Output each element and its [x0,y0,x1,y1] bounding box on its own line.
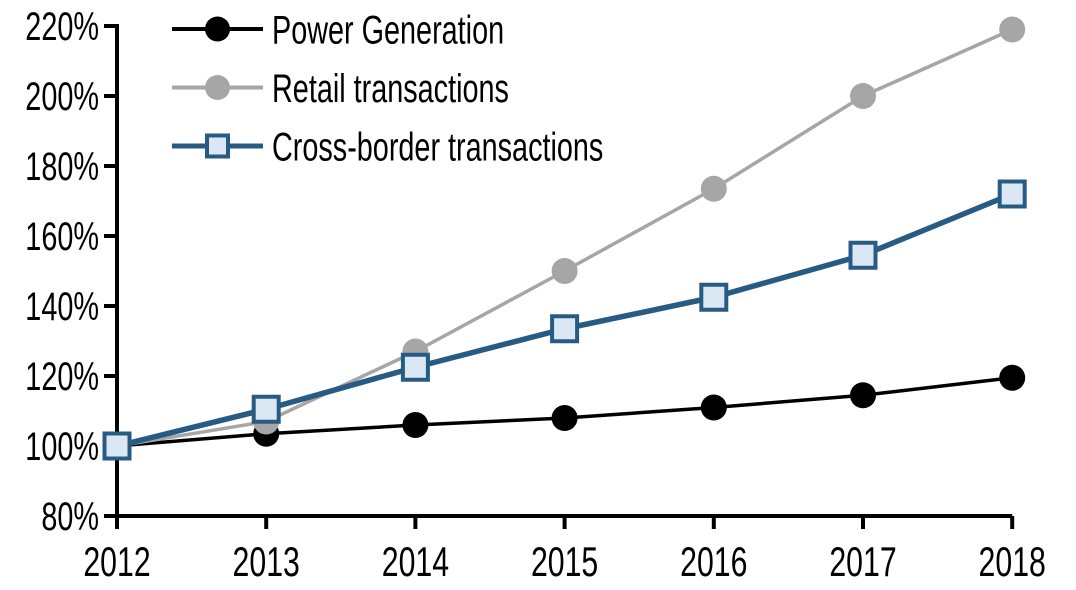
x-tick-label: 2016 [680,538,747,585]
data-point-power-generation [551,405,578,431]
data-point-cross-border-transactions [102,431,132,461]
data-point-cross-border-transactions [997,179,1027,209]
y-tick-label: 220% [25,5,99,49]
data-point-retail-transactions [551,258,578,284]
data-point-cross-border-transactions [251,394,281,424]
y-tick-label: 100% [25,425,99,469]
data-point-retail-transactions [700,175,727,202]
x-tick-label: 2015 [531,538,598,585]
y-tick-label: 180% [25,145,99,189]
data-point-power-generation [999,364,1026,391]
data-point-power-generation [700,394,727,421]
y-tick-label: 80% [41,495,99,539]
data-point-power-generation [850,382,876,409]
x-tick-label: 2017 [829,538,896,585]
data-point-cross-border-transactions [400,352,430,382]
data-point-retail-transactions [999,16,1026,43]
x-tick-label: 2014 [382,538,449,585]
legend-label-retail-transactions: Retail transactions [272,67,509,111]
data-point-power-generation [402,412,429,438]
x-tick-label: 2018 [979,538,1046,585]
data-point-cross-border-transactions [848,240,878,270]
data-point-cross-border-transactions [699,282,729,312]
legend-marker-power-generation [205,16,230,42]
data-point-cross-border-transactions [550,314,580,344]
x-tick-label: 2013 [233,538,300,585]
data-point-retail-transactions [850,83,876,109]
y-tick-label: 120% [25,355,99,399]
x-tick-label: 2012 [83,538,150,585]
y-tick-label: 160% [25,215,99,259]
legend-label-cross-border-transactions: Cross-border transactions [272,126,603,170]
legend-label-power-generation: Power Generation [272,9,504,53]
y-tick-label: 140% [25,285,99,329]
y-tick-label: 200% [25,75,99,119]
legend-marker-cross-border-transactions [205,133,230,159]
series-line-retail-transactions [116,27,1013,448]
legend-marker-retail-transactions [205,75,230,100]
